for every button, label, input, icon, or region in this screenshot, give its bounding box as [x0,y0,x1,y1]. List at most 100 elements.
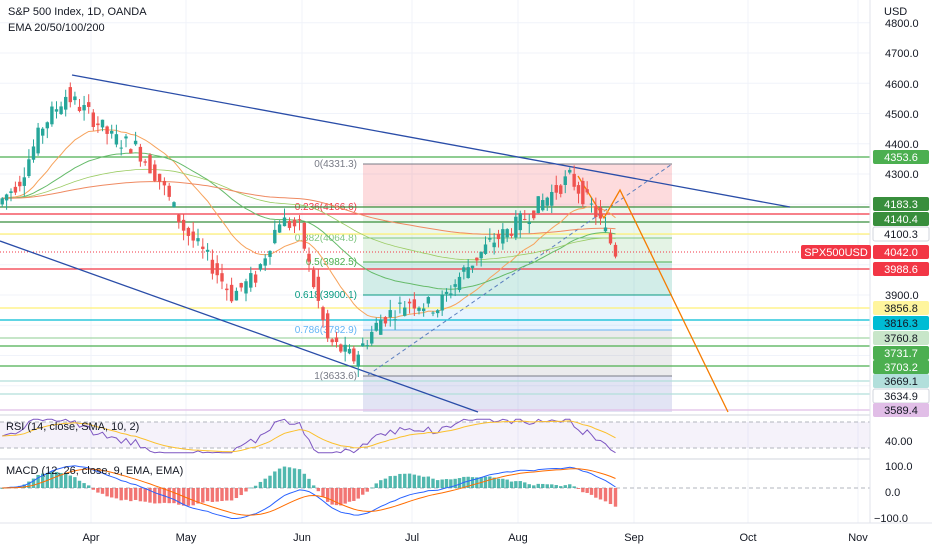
macd-histogram-bar [148,488,152,503]
candle [343,336,347,362]
macd-histogram-bar [143,488,147,502]
macd-histogram-bar [444,479,449,488]
candle [50,101,54,127]
candle [417,306,421,315]
candle-body [77,106,82,112]
candle-body [426,297,431,304]
candle-body [330,339,334,343]
price-tag-label: 3703.2 [884,362,918,374]
time-tick-label: Apr [82,532,99,544]
candle-body [87,102,91,107]
trendlines[interactable] [0,74,791,413]
candle-body [31,146,36,160]
time-tick-label: Oct [739,532,756,544]
horizontal-levels [0,156,870,411]
macd-histogram-bar [307,478,311,488]
candle-body [27,159,31,177]
macd-histogram-bar [302,473,307,488]
candle [82,95,86,121]
price-tag: 4183.3 [873,197,929,211]
candle-body [59,106,63,115]
macd-histogram-bar [41,473,45,488]
macd-histogram-bar [532,485,536,488]
candle [244,278,248,302]
fib-label: 0.618(3900.1) [295,290,357,301]
candle [532,210,536,221]
macd-histogram-bar [608,488,613,505]
candle-body [172,202,176,208]
macd-histogram-bar [563,485,567,488]
price-tag: 3760.8 [873,331,929,345]
macd-histogram-bar [496,478,501,488]
candles[interactable] [0,82,618,378]
macd-histogram-bar [167,488,171,504]
candle [220,263,224,290]
candle-body [181,219,186,231]
price-tags: 4353.6 4183.3 4140.4 4100.3 4042.0 3988.6 3856… [801,150,930,417]
fib-label: 0.786(3782.9) [295,325,357,336]
macd-histogram-bar [374,483,378,488]
candle [18,175,22,192]
candle [407,298,412,314]
candle [162,177,167,196]
macd-histogram-bar [352,488,356,501]
candle [41,127,45,144]
price-tag: 3634.9 [872,388,930,404]
price-axis[interactable]: 4800.0 4700.0 4600.0 4500.0 4400.0 4300.0 3900… [869,0,919,525]
price-tag: 3816.3 [873,316,929,330]
macd-histogram-bar [210,488,215,502]
macd-histogram-bar [138,488,143,502]
macd-histogram-bar [356,488,360,499]
macd-histogram-bar [244,488,248,492]
candle-body [379,319,383,335]
candle-body [398,302,402,304]
macd-histogram-bar [453,478,457,488]
candle-body [162,180,167,186]
macd-histogram-bar [589,488,594,495]
candle-body [54,109,59,112]
macd-histogram-bar [229,488,234,501]
candle [73,91,77,105]
candle [603,216,608,233]
price-tag-label: 3760.8 [884,333,918,345]
candle-body [73,96,77,101]
macd-histogram-bar [311,485,316,488]
candle-body [157,173,162,182]
macd-histogram-bar [407,473,412,488]
macd-histogram-bar [196,488,200,504]
macd-histogram-bar [501,478,505,488]
macd-histogram-bar [205,488,210,502]
candle [201,238,205,259]
candle-body [110,130,114,134]
candle [505,228,509,243]
rsi-pane [0,414,870,454]
macd-histogram-bar [157,488,162,504]
candle-body [343,344,347,352]
candle [613,242,618,259]
macd-histogram-bar [431,478,435,488]
candle [527,214,531,234]
fib-zone [363,330,672,376]
candle [563,170,567,194]
ema100-line [2,168,616,261]
candle-body [492,242,496,248]
candle-body [488,238,492,240]
candle [9,188,13,202]
macd-histogram-bar [398,473,402,488]
candle [196,228,200,246]
macd-histogram-bar [330,488,334,505]
rsi-line [2,418,616,454]
candle-body [105,126,109,134]
price-tag: 4100.3 [872,226,930,242]
candle-body [64,96,68,110]
candle-body [589,203,594,205]
macd-histogram-bar [105,488,109,497]
candle [31,139,36,163]
projection-path [577,175,729,413]
candle [258,263,263,272]
time-axis[interactable]: Apr May Jun Jul Aug Sep Oct Nov [0,522,932,544]
candle [311,266,316,289]
rsi-label: RSI (14, close, SMA, 10, 2) [6,421,140,433]
macd-histogram-bar [172,488,176,504]
